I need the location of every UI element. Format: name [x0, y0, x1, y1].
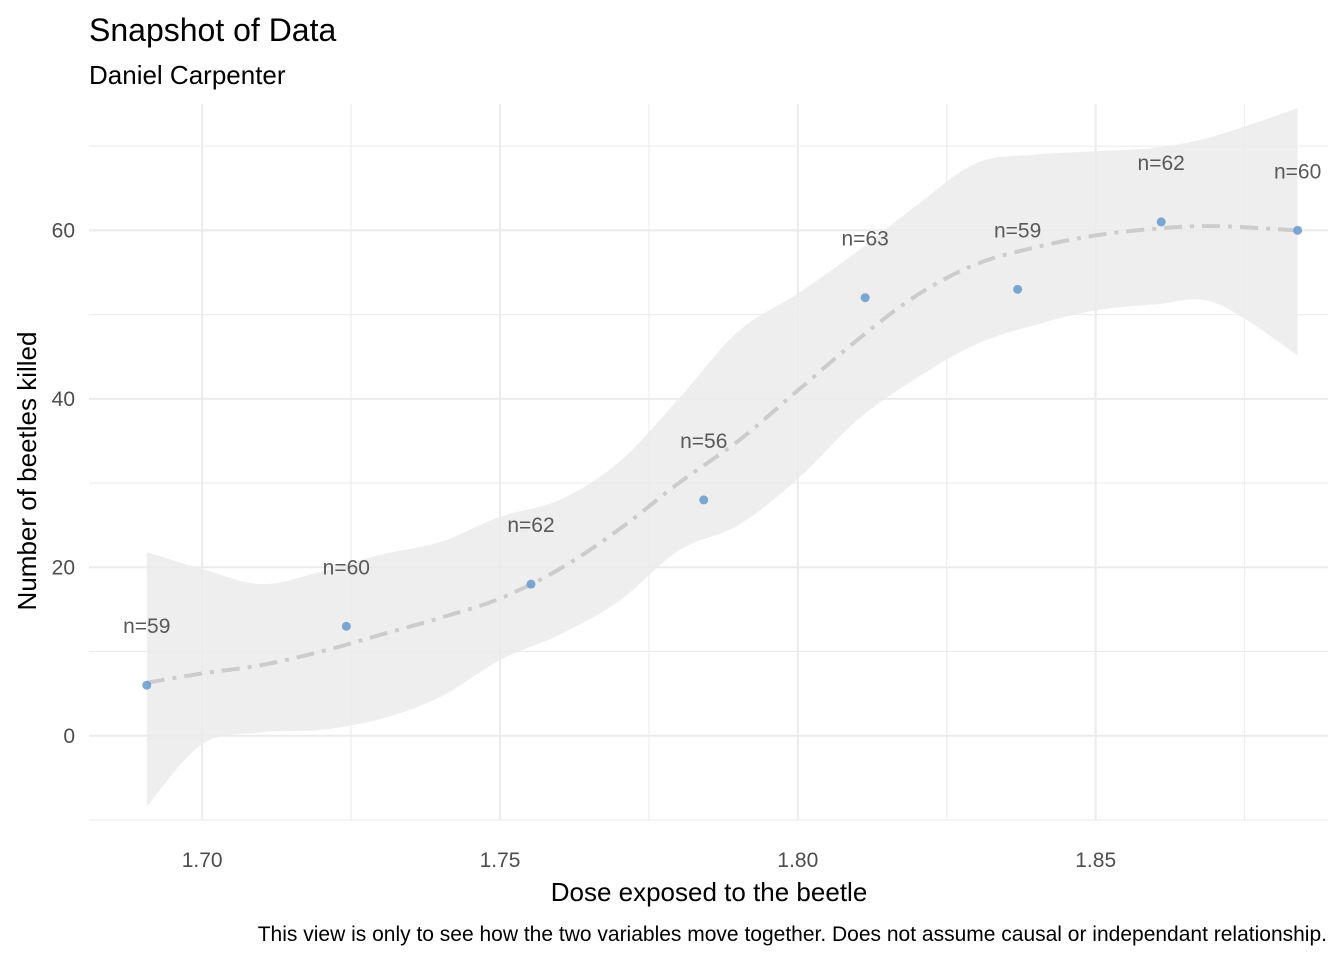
data-label: n=59 — [994, 219, 1041, 242]
x-axis-ticks: 1.70 1.75 1.80 1.85 — [182, 849, 1116, 872]
x-tick-label: 1.70 — [182, 849, 223, 872]
y-axis-ticks: 0 20 40 60 — [52, 219, 75, 747]
x-tick-label: 1.75 — [480, 849, 521, 872]
data-point — [1156, 217, 1166, 227]
data-point — [142, 680, 152, 690]
smooth-trend-line — [146, 224, 1298, 685]
data-label: n=62 — [1138, 152, 1185, 175]
x-axis-title: Dose exposed to the beetle — [551, 877, 868, 907]
y-tick-label: 60 — [52, 219, 75, 242]
chart-subtitle: Daniel Carpenter — [89, 60, 286, 90]
y-tick-label: 40 — [52, 388, 75, 411]
data-label: n=56 — [680, 430, 727, 453]
data-label: n=59 — [123, 615, 170, 638]
data-points — [142, 217, 1303, 690]
y-tick-label: 0 — [63, 725, 75, 748]
confidence-ribbon — [146, 108, 1298, 807]
x-tick-label: 1.80 — [777, 849, 818, 872]
data-label: n=62 — [507, 514, 554, 537]
chart-caption: This view is only to see how the two var… — [258, 923, 1327, 946]
y-axis-title: Number of beetles killed — [12, 332, 42, 611]
data-label: n=63 — [842, 228, 889, 251]
data-point — [860, 293, 870, 303]
data-point — [526, 579, 536, 589]
data-point — [699, 495, 709, 505]
data-point — [1293, 225, 1303, 235]
data-labels: n=59 n=60 n=62 n=56 n=63 n=59 n=62 n=60 — [123, 152, 1321, 638]
y-tick-label: 20 — [52, 556, 75, 579]
data-label: n=60 — [323, 556, 370, 579]
x-tick-label: 1.85 — [1075, 849, 1116, 872]
data-point — [341, 621, 351, 631]
data-point — [1013, 284, 1023, 294]
chart-title: Snapshot of Data — [89, 12, 336, 48]
data-label: n=60 — [1274, 160, 1321, 183]
major-gridlines — [89, 104, 1328, 820]
